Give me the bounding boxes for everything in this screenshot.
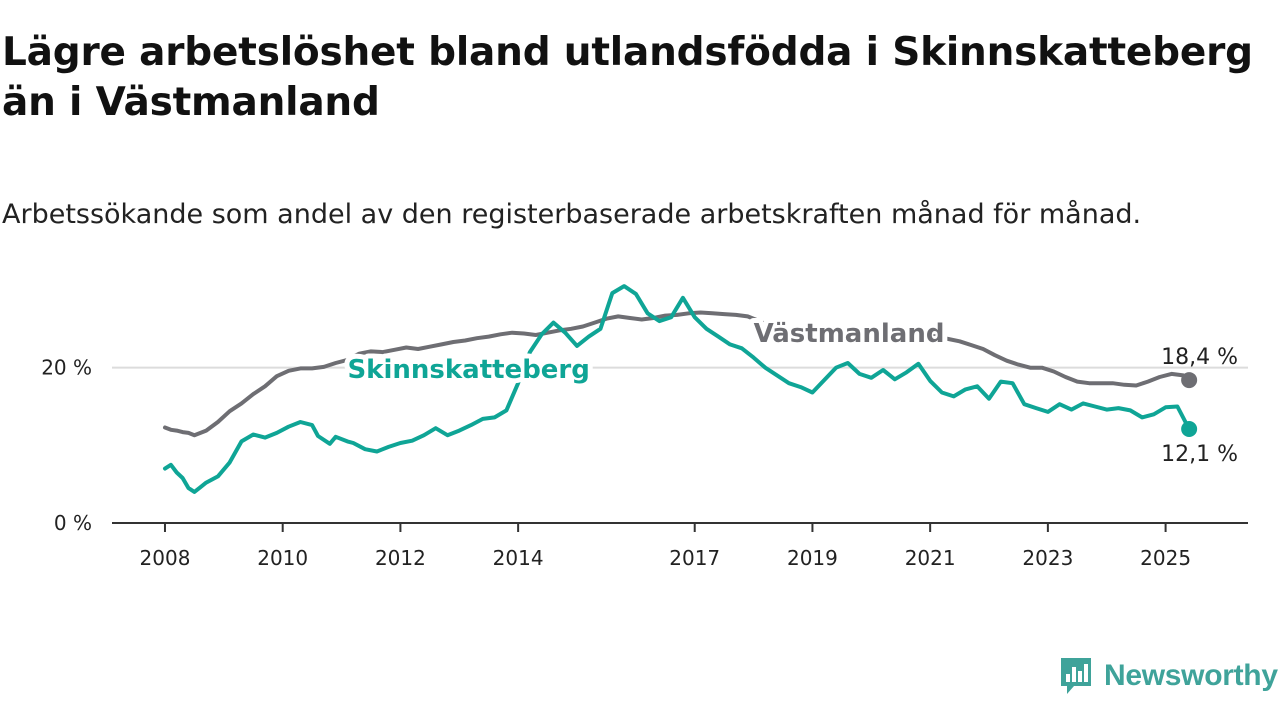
series-label-v-stmanland: Västmanland — [754, 319, 945, 349]
series-label-skinnskatteberg: Skinnskatteberg — [347, 355, 589, 385]
chart-subtitle: Arbetssökande som andel av den registerb… — [2, 199, 1142, 230]
end-value-label-skinnskatteberg: 12,1 % — [1161, 442, 1238, 467]
x-tick-label: 2023 — [1022, 546, 1073, 570]
x-tick-label: 2017 — [669, 546, 720, 570]
series-label-halo: Skinnskatteberg — [347, 355, 589, 385]
y-tick-label: 0 % — [54, 511, 92, 535]
series-label-halo: Västmanland — [754, 319, 945, 349]
brand-name: Newsworthy — [1104, 659, 1278, 692]
x-tick-label: 2019 — [787, 546, 838, 570]
x-tick-label: 2014 — [493, 546, 544, 570]
y-tick-label: 20 % — [41, 356, 92, 380]
newsworthy-logo-icon — [1061, 658, 1091, 694]
series-line-skinnskatteberg — [163, 284, 1192, 494]
series-line-v-stmanland — [163, 310, 1192, 438]
series-end-point-skinnskatteberg — [1181, 421, 1198, 438]
brand-logo: Newsworthy — [1058, 654, 1278, 698]
x-tick-label: 2025 — [1140, 546, 1191, 570]
x-tick-label: 2012 — [375, 546, 426, 570]
series-layer — [163, 284, 1198, 494]
chart-title: Lägre arbetslöshet bland utlandsfödda i … — [2, 30, 1253, 125]
axis-layer: 0 % 20 % 2008 2010 2012 2014 2017 2019 2021 2023 2… — [41, 356, 1248, 570]
x-tick-label: 2010 — [257, 546, 308, 570]
label-layer: VästmanlandVästmanlandSkinnskattebergSki… — [342, 314, 1238, 467]
series-end-point-v-stmanland — [1181, 372, 1198, 389]
x-tick-label: 2021 — [905, 546, 956, 570]
end-value-label-v-stmanland: 18,4 % — [1161, 345, 1238, 370]
x-tick-label: 2008 — [140, 546, 191, 570]
